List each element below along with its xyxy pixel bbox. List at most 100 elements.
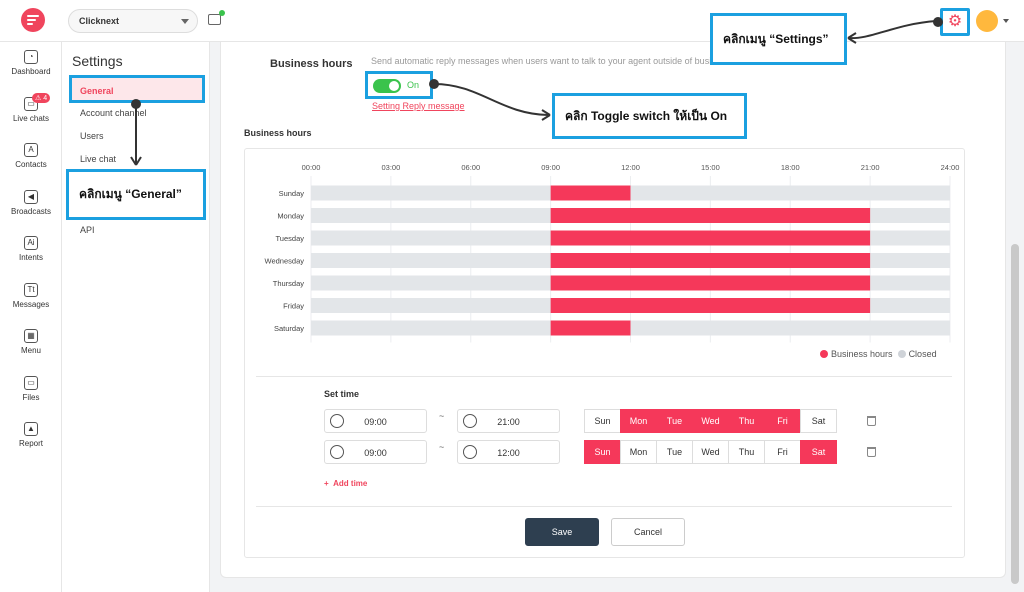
settings-gear-icon[interactable]: ⚙ — [940, 8, 970, 36]
day-label: Tuesday — [276, 234, 305, 243]
menu-item-users[interactable]: Users — [80, 131, 104, 141]
livechat-icon: ▭ — [24, 96, 38, 111]
intents-icon: Ai — [24, 236, 38, 250]
business-hours-toggle[interactable] — [373, 79, 401, 93]
legend-swatch-business-hours — [820, 350, 828, 358]
time-separator: ~ — [439, 442, 445, 452]
settings-menu: Settings General Account channel Users L… — [62, 42, 210, 592]
avatar[interactable] — [976, 10, 998, 32]
delete-icon[interactable] — [867, 416, 876, 426]
day-label: Saturday — [274, 324, 304, 333]
rail-item-report[interactable]: ▲ Report — [0, 422, 62, 448]
x-tick-label: 15:00 — [701, 163, 720, 172]
icon-rail: ◔ Dashboard ▭ Live chats ⚠ 4 A Contacts ◀ Broadc… — [0, 42, 62, 592]
start-time-value: 09:00 — [364, 417, 387, 427]
rail-label: Intents — [18, 253, 43, 262]
day-selector: Sun Mon Tue Wed Thu Fri Sat — [584, 440, 837, 464]
rail-label: Contacts — [15, 160, 47, 169]
menu-item-api[interactable]: API — [80, 225, 95, 235]
rail-item-menu[interactable]: ▦ Menu — [0, 329, 62, 355]
start-time-input[interactable]: 09:00 — [324, 440, 427, 464]
app-logo-icon[interactable] — [21, 8, 45, 32]
day-toggle-sat[interactable]: Sat — [800, 440, 837, 464]
messages-icon: Tt — [24, 282, 38, 297]
setting-reply-message-link[interactable]: Setting Reply message — [372, 101, 465, 111]
divider — [256, 506, 952, 507]
chart-legend: Business hours Closed — [820, 349, 937, 359]
toggle-highlight: On — [365, 71, 433, 99]
rail-item-live-chats[interactable]: ▭ Live chats ⚠ 4 — [0, 92, 62, 123]
callout-pointer — [933, 17, 943, 27]
divider — [256, 376, 952, 377]
day-toggle-sat[interactable]: Sat — [800, 409, 837, 433]
day-label: Friday — [283, 302, 304, 311]
workspace-selector[interactable]: Clicknext — [68, 9, 198, 33]
chat-status-icon[interactable] — [208, 10, 225, 25]
day-toggle-sun[interactable]: Sun — [584, 409, 621, 433]
delete-icon[interactable] — [867, 447, 876, 457]
chevron-down-icon[interactable] — [1003, 19, 1009, 23]
day-toggle-wed[interactable]: Wed — [692, 409, 729, 433]
end-time-input[interactable]: 12:00 — [457, 440, 560, 464]
rail-item-intents[interactable]: Ai Intents — [0, 236, 62, 262]
day-toggle-thu[interactable]: Thu — [728, 440, 765, 464]
cancel-button[interactable]: Cancel — [611, 518, 685, 546]
day-toggle-mon[interactable]: Mon — [620, 409, 657, 433]
save-button[interactable]: Save — [525, 518, 599, 546]
day-toggle-sun[interactable]: Sun — [584, 440, 621, 464]
legend-label-closed: Closed — [908, 349, 937, 359]
x-tick-label: 09:00 — [541, 163, 560, 172]
toggle-label: On — [407, 80, 420, 90]
day-toggle-mon[interactable]: Mon — [620, 440, 657, 464]
rail-label: Broadcasts — [10, 206, 52, 216]
set-time-title: Set time — [324, 389, 360, 399]
broadcast-icon: ◀ — [24, 189, 38, 204]
business-hours-bar — [550, 298, 871, 313]
business-hours-bar — [550, 208, 871, 223]
start-time-input[interactable]: 09:00 — [324, 409, 427, 433]
rail-label: Menu — [20, 346, 41, 355]
day-label: Thursday — [273, 279, 305, 288]
rail-item-broadcasts[interactable]: ◀ Broadcasts — [0, 189, 62, 216]
end-time-value: 21:00 — [497, 417, 520, 427]
folder-icon: ▭ — [24, 375, 38, 390]
day-label: Sunday — [279, 189, 305, 198]
rail-item-messages[interactable]: Tt Messages — [0, 282, 62, 309]
rail-item-contacts[interactable]: A Contacts — [0, 143, 62, 169]
x-tick-label: 18:00 — [781, 163, 800, 172]
rail-item-dashboard[interactable]: ◔ Dashboard — [0, 50, 62, 76]
business-hours-bar — [550, 275, 871, 291]
day-toggle-tue[interactable]: Tue — [656, 440, 693, 464]
rail-label: Report — [18, 439, 43, 448]
workspace-name: Clicknext — [79, 16, 120, 26]
dashboard-icon: ◔ — [24, 50, 38, 64]
rail-label: Live chats — [12, 113, 50, 123]
menu-item-live-chat[interactable]: Live chat — [80, 154, 117, 164]
rail-label: Files — [22, 392, 40, 402]
end-time-value: 12:00 — [497, 448, 520, 458]
menu-grid-icon: ▦ — [24, 329, 38, 343]
add-time-label: Add time — [333, 479, 368, 488]
day-label: Wednesday — [265, 257, 305, 266]
end-time-input[interactable]: 21:00 — [457, 409, 560, 433]
rail-item-files[interactable]: ▭ Files — [0, 375, 62, 402]
add-time-button[interactable]: + Add time — [324, 479, 368, 488]
menu-item-account-channel[interactable]: Account channel — [80, 108, 147, 118]
business-hours-title: Business hours — [270, 58, 353, 70]
stopwatch-icon — [330, 445, 344, 459]
callout-settings: คลิกเมนู “Settings” — [710, 13, 847, 65]
scrollbar[interactable] — [1011, 244, 1019, 584]
rail-label: Messages — [12, 299, 50, 309]
start-time-value: 09:00 — [364, 448, 387, 458]
day-toggle-wed[interactable]: Wed — [692, 440, 729, 464]
rail-label: Dashboard — [11, 67, 51, 76]
day-toggle-fri[interactable]: Fri — [764, 440, 801, 464]
day-toggle-tue[interactable]: Tue — [656, 409, 693, 433]
business-hours-bar — [550, 253, 871, 268]
stopwatch-icon — [463, 414, 477, 428]
day-toggle-fri[interactable]: Fri — [764, 409, 801, 433]
business-hours-bar — [550, 230, 871, 246]
day-toggle-thu[interactable]: Thu — [728, 409, 765, 433]
business-hours-chart: 00:00 03:00 06:00 09:00 12:00 15:00 18:00 21:00… — [265, 163, 959, 343]
day-label: Monday — [277, 212, 304, 221]
